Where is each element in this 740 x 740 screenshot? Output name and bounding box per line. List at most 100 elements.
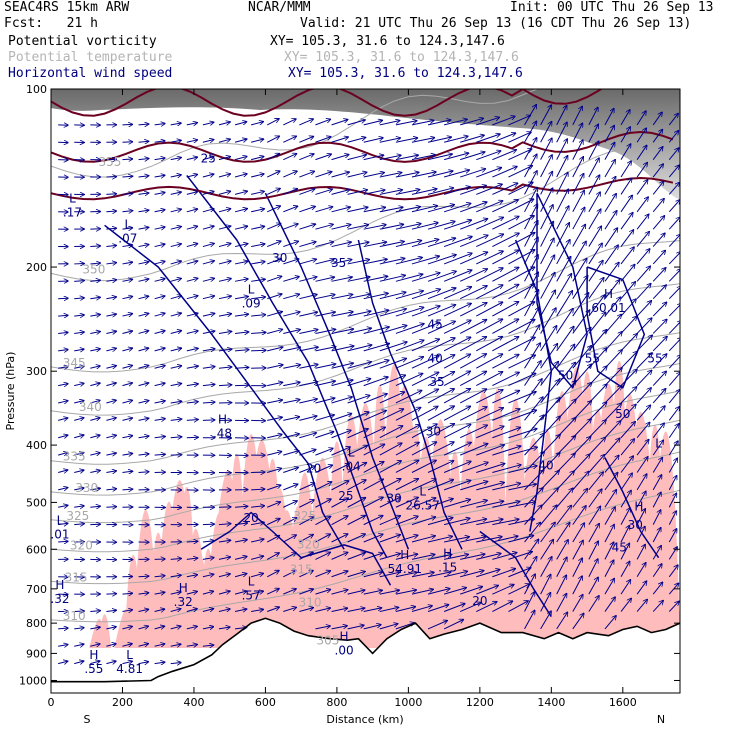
wind-vector [363,190,385,195]
wind-vector [604,386,622,404]
wind-vector [331,346,354,352]
marker-value: .48 [213,427,232,441]
wind-vector [588,330,607,352]
wind-vector [251,279,265,281]
wind-vector [443,499,470,508]
wind-vector [251,556,264,560]
wind-vector [234,209,247,213]
wind-vector [411,406,438,421]
wind-vector [138,159,149,160]
wind-vector [476,285,503,300]
wind-vector [122,124,132,125]
wind-vector [379,375,406,387]
wind-vector [572,106,583,126]
wind-vector [492,569,515,578]
wind-vector [315,154,331,161]
wind-vector [379,392,405,404]
wind-vector [556,122,567,143]
wind-vector [395,425,420,439]
wind-vector [620,508,630,525]
wind-vector [90,383,100,386]
wind-vector [460,537,486,543]
wind-vector [427,355,455,369]
wind-vector [620,178,632,195]
wind-vector [443,442,471,456]
wind-vector [234,174,247,178]
wind-vector [234,574,247,578]
wind-vector [492,302,518,317]
wind-speed-contour [536,192,588,389]
wind-vector [540,557,552,578]
wind-vector [331,464,350,473]
wind-vector [122,176,132,177]
low-marker: L [248,283,255,297]
wind-vector [138,626,149,629]
wind-vector [572,506,586,525]
wind-vector [267,329,282,334]
wind-vector [170,663,181,664]
wind-vector [508,115,530,126]
wind-vector [315,189,332,195]
wind-vector [652,147,663,160]
wind-vector [74,383,84,385]
wind-vector [218,314,232,316]
wind-vector [379,607,399,613]
wind-vector [58,315,68,316]
wind-vector [572,224,586,247]
wind-vector [476,337,502,352]
wind-vector [235,367,249,368]
wind-vector [202,524,215,525]
wind-vector [267,607,279,612]
wind-vector [443,287,471,300]
wind-vector [524,470,544,491]
wind-vector [202,609,214,612]
wind-vector [588,472,604,491]
wind-vector [460,444,488,456]
wind-vector [492,553,517,560]
theta-label: 310 [63,609,86,623]
wind-vector [636,599,647,612]
wind-vector [411,498,436,508]
wind-vector [154,210,165,212]
wind-vector [90,280,100,281]
marker-value: .04 [342,460,361,474]
wind-vector [218,296,231,299]
wind-vector [443,371,470,387]
high-marker: H [55,578,64,592]
wind-vector [122,418,132,420]
wind-vector [492,116,515,126]
wind-vector [411,389,439,404]
wind-vector [556,291,573,317]
wind-vector [524,505,543,525]
wind-speed-label: 50 [558,369,573,383]
wind-vector [572,454,590,473]
wind-vector [459,389,486,404]
wind-vector [218,243,231,248]
wind-vector [443,620,463,630]
wind-vector [90,366,100,368]
wind-vector [218,261,231,265]
wind-vector [186,123,198,125]
wind-vector [331,534,348,543]
high-marker: H [604,287,613,301]
wind-vector [540,470,560,491]
wind-vector [202,226,214,230]
wind-vector [283,417,299,421]
wind-vector [379,479,401,491]
wind-vector [588,366,607,386]
wind-vector [443,604,465,612]
wind-vector [74,488,84,490]
wind-vector [604,297,621,317]
wind-vector [443,303,471,317]
wind-vector [379,190,403,195]
wind-vector [154,644,165,646]
wind-vector [556,256,571,282]
wind-vector [556,557,567,578]
wind-vector [620,144,631,160]
wind-vector [460,135,484,143]
wind-vector [331,190,350,195]
wind-vector [218,627,230,629]
wind-vector [299,312,317,317]
wind-vector [524,171,538,195]
wind-vector [476,134,500,143]
